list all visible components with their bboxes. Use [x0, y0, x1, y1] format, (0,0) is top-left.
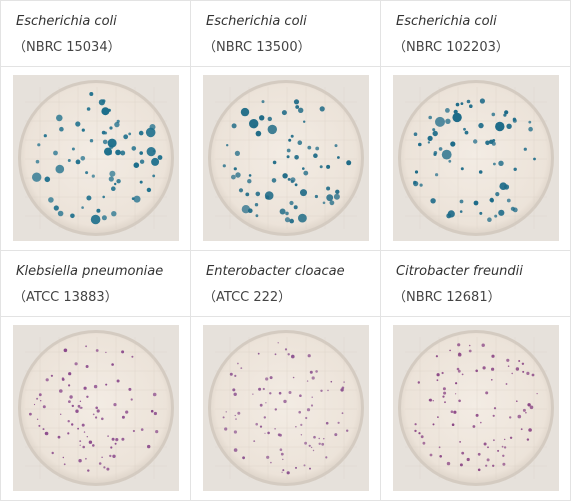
- photo-cell-1: [0, 65, 191, 251]
- species-name: Klebsiella pneumoniae: [16, 263, 164, 279]
- strain-id: （ATCC 13883）: [13, 289, 118, 305]
- culture-plate-photo: [12, 324, 179, 491]
- strain-id: （NBRC 15034）: [13, 40, 121, 55]
- photo-cell-4: [0, 315, 191, 501]
- photo-cell-5: [190, 315, 381, 501]
- label-cell-1: Escherichia coli （NBRC 15034）: [0, 0, 191, 67]
- species-name: Enterobacter cloacae: [206, 263, 345, 279]
- label-cell-5: Enterobacter cloacae （ATCC 222）: [190, 249, 381, 317]
- strain-id: （NBRC 13500）: [203, 40, 311, 55]
- species-name: Escherichia coli: [206, 14, 307, 29]
- species-name: Escherichia coli: [16, 14, 117, 29]
- species-name: Citrobacter freundii: [396, 263, 523, 279]
- strain-id: （NBRC 102203）: [393, 40, 509, 55]
- label-cell-4: Klebsiella pneumoniae （ATCC 13883）: [0, 249, 191, 317]
- culture-plate-photo: [392, 74, 559, 241]
- strain-id: （ATCC 222）: [203, 289, 292, 305]
- culture-plate-photo: [392, 324, 559, 491]
- photo-cell-6: [380, 315, 571, 501]
- photo-cell-3: [380, 65, 571, 251]
- culture-plate-photo: [202, 324, 369, 491]
- species-name: Escherichia coli: [396, 14, 497, 29]
- culture-plate-photo: [12, 74, 179, 241]
- label-cell-6: Citrobacter freundii （NBRC 12681）: [380, 249, 571, 317]
- label-cell-2: Escherichia coli （NBRC 13500）: [190, 0, 381, 67]
- culture-plate-photo: [202, 74, 369, 241]
- strain-id: （NBRC 12681）: [393, 289, 501, 305]
- label-cell-3: Escherichia coli （NBRC 102203）: [380, 0, 571, 67]
- photo-cell-2: [190, 65, 381, 251]
